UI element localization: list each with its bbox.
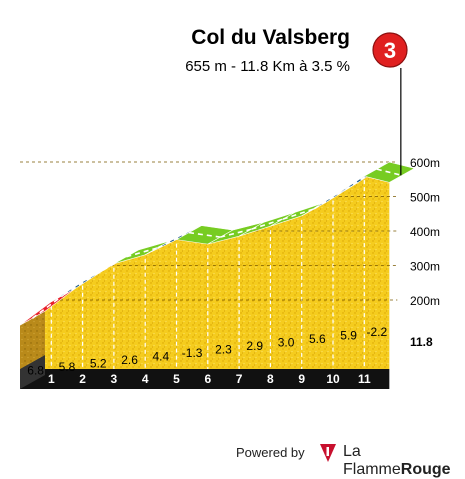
gradient-label: 3.0	[278, 335, 295, 349]
powered-by-label: Powered by	[236, 445, 305, 460]
altitude-tick-label: 300m	[410, 260, 440, 274]
gradient-label: 5.9	[340, 328, 357, 342]
gradient-label: 5.6	[309, 332, 326, 346]
km-label: 6	[204, 372, 211, 386]
road-centre-line	[63, 274, 96, 296]
km-label: 3	[111, 372, 118, 386]
km-label: 5	[173, 372, 180, 386]
gradient-label: 6.8	[27, 363, 44, 377]
elevation-profile-chart: 200m 300m 400m 500m 600m 1 2 3 4 5 6 7 8 9 10 11 11.8 6.8…	[19, 32, 440, 389]
road-centre-line	[282, 208, 315, 220]
distance-base	[20, 355, 390, 389]
footer: Powered by La FlammeRouge	[0, 440, 465, 478]
gradient-label: 2.9	[246, 339, 263, 353]
gradient-label: 2.6	[121, 353, 138, 367]
altitude-tick-label: 400m	[410, 225, 440, 239]
terrain-front-face	[20, 176, 390, 369]
gradient-label: 5.2	[90, 356, 107, 370]
gradient-label: 5.8	[59, 360, 76, 374]
altitude-tick-label: 200m	[410, 294, 440, 308]
km-label: 10	[326, 372, 340, 386]
road-centre-line	[32, 294, 65, 319]
gradient-label: -1.3	[182, 346, 203, 360]
road-centre-line	[251, 218, 284, 230]
end-distance-label: 11.8	[410, 335, 433, 349]
flame-logo-icon	[320, 444, 336, 462]
category-badge-circle	[372, 32, 408, 68]
altitude-tick-label: 500m	[410, 191, 440, 205]
terrain-side-face	[20, 311, 45, 369]
road-centre-line	[376, 168, 403, 177]
gradient-ribbon	[19, 161, 416, 326]
brand-name: La FlammeRouge	[343, 443, 465, 479]
category-badge-label: 3	[384, 38, 396, 63]
road-centre-line	[157, 231, 190, 249]
gradient-label: 2.3	[215, 342, 232, 356]
terrain-area	[20, 176, 390, 369]
distance-strip-side	[20, 355, 45, 389]
km-label: 9	[298, 372, 305, 386]
km-label: 11	[358, 372, 371, 386]
brand-name-part1: La Flamme	[343, 443, 401, 478]
gradient-label: 4.4	[153, 349, 170, 363]
altitude-tick-label: 600m	[410, 156, 440, 170]
chart-labels: 200m 300m 400m 500m 600m 1 2 3 4 5 6 7 8 9 10 11 11.8 6.8…	[27, 156, 440, 386]
climb-subtitle: 655 m - 11.8 Km à 3.5 %	[185, 58, 350, 75]
category-marker: 3	[372, 32, 408, 176]
grid-lines	[20, 161, 398, 369]
road-centre-line	[126, 247, 158, 258]
km-label: 2	[79, 372, 86, 386]
km-label: 8	[267, 372, 274, 386]
km-label: 1	[48, 372, 55, 386]
km-label: 7	[236, 372, 243, 386]
km-label: 4	[142, 372, 149, 386]
climb-title: Col du Valsberg	[191, 26, 350, 49]
gradient-label: -2.2	[366, 325, 387, 339]
distance-strip	[20, 369, 390, 389]
